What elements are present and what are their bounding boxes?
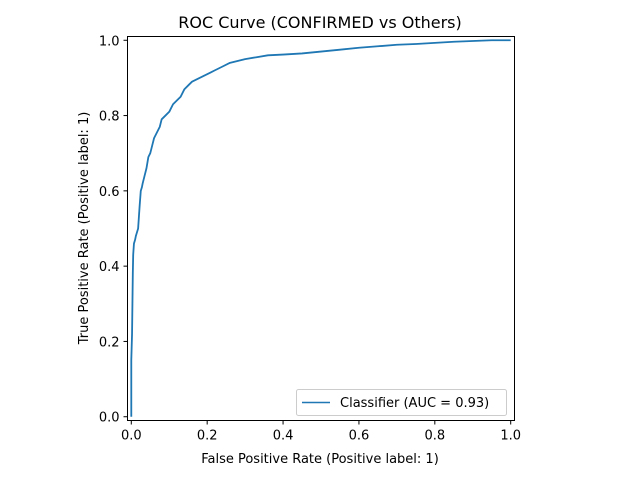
y-tick-label: 0.0 [99, 411, 120, 426]
x-tick-label: 0.2 [197, 429, 218, 444]
y-axis-ticks: 0.0 0.2 0.4 0.6 0.8 1.0 [99, 34, 128, 426]
plot-area [130, 39, 511, 417]
legend-box [296, 389, 507, 416]
legend-series-label: Classifier (AUC = 0.93) [340, 396, 489, 411]
y-tick-label: 0.8 [99, 110, 120, 125]
y-tick-label: 0.6 [99, 185, 120, 200]
x-axis-label: False Positive Rate (Positive label: 1) [201, 452, 439, 467]
x-tick-label: 0.4 [273, 429, 294, 444]
x-tick-label: 0.6 [349, 429, 370, 444]
x-tick-label: 0.8 [424, 429, 445, 444]
x-tick-label: 0.0 [121, 429, 142, 444]
y-tick-label: 0.4 [99, 260, 120, 275]
roc-series-line [130, 39, 511, 417]
y-tick-label: 0.2 [99, 335, 120, 350]
legend: Classifier (AUC = 0.93) [296, 389, 507, 416]
chart-title: ROC Curve (CONFIRMED vs Others) [178, 13, 462, 32]
x-axis-ticks: 0.0 0.2 0.4 0.6 0.8 1.0 [121, 420, 521, 444]
y-axis-label: True Positive Rate (Positive label: 1) [77, 112, 92, 346]
axes-frame [127, 36, 515, 421]
x-tick-label: 1.0 [500, 429, 521, 444]
y-tick-label: 1.0 [99, 34, 120, 49]
